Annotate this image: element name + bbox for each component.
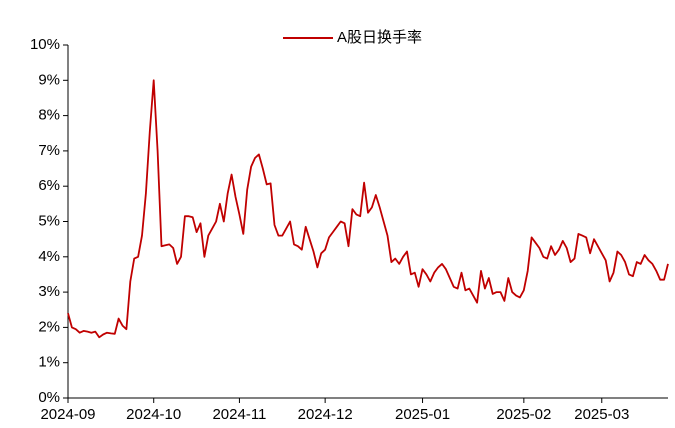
y-tick-label: 10% bbox=[30, 36, 60, 53]
y-tick-label: 4% bbox=[38, 248, 60, 265]
y-tick-label: 7% bbox=[38, 142, 60, 159]
y-tick-label: 1% bbox=[38, 354, 60, 371]
legend-label: A股日换手率 bbox=[337, 29, 422, 46]
y-tick-label: 3% bbox=[38, 283, 60, 300]
x-tick-label: 2025-02 bbox=[496, 406, 551, 423]
y-tick-label: 0% bbox=[38, 389, 60, 406]
x-tick-label: 2024-09 bbox=[40, 406, 95, 423]
data-line bbox=[67, 79, 669, 339]
y-tick-label: 6% bbox=[38, 177, 60, 194]
x-tick-label: 2025-01 bbox=[395, 406, 450, 423]
x-tick-label: 2024-12 bbox=[298, 406, 353, 423]
y-tick-label: 2% bbox=[38, 318, 60, 335]
x-tick-label: 2025-03 bbox=[574, 406, 629, 423]
x-tick-label: 2024-11 bbox=[212, 406, 266, 423]
x-tick-label: 2024-10 bbox=[126, 406, 181, 423]
y-tick-label: 8% bbox=[38, 107, 60, 124]
y-tick-label: 9% bbox=[38, 71, 60, 88]
y-tick-label: 5% bbox=[38, 212, 60, 229]
